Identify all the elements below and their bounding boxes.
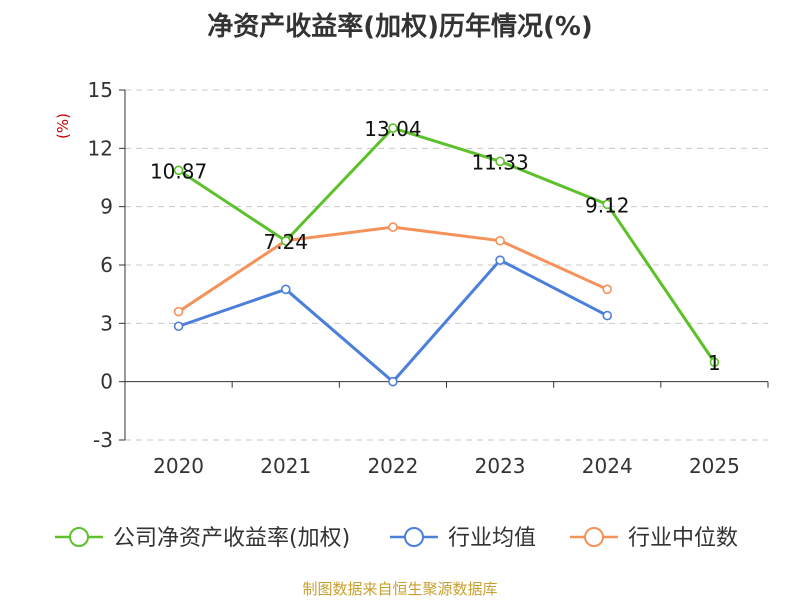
data-point (495, 255, 505, 265)
legend-label: 公司净资产收益率(加权) (113, 526, 350, 551)
y-tick-label: 9 (100, 195, 113, 219)
legend-swatch-marker (404, 527, 424, 547)
data-point (602, 310, 613, 321)
series-line (177, 225, 608, 313)
data-label: 7.24 (263, 230, 308, 254)
x-tick-label: 2024 (582, 454, 633, 478)
series-line (177, 126, 716, 364)
y-tick-label: 3 (100, 311, 113, 335)
data-label: 9.12 (585, 193, 630, 217)
series-layer (173, 123, 720, 387)
legend-swatch-marker (69, 527, 89, 547)
label-layer: 10.87 7.24 13.04 11.33 9.12 1 (150, 117, 721, 375)
data-label: 1 (708, 351, 721, 375)
grid-layer (125, 89, 768, 441)
data-point (173, 321, 184, 332)
legend-swatch-marker (584, 527, 604, 547)
y-tick-label: 0 (100, 370, 113, 394)
axis-layer: -3 0 3 6 9 12 15 2020 2021 2022 2023 2024 2025 (%) (54, 78, 769, 478)
data-point (280, 284, 291, 295)
y-tick-label: 12 (88, 136, 113, 160)
data-point (709, 357, 720, 368)
data-point (388, 222, 398, 232)
y-tick-label: -3 (93, 428, 113, 452)
x-tick-label: 2021 (260, 454, 311, 478)
series-line (178, 258, 608, 384)
data-point (388, 123, 398, 133)
y-tick-label: 15 (88, 78, 113, 102)
source-note: 制图数据来自恒生聚源数据库 (302, 580, 498, 598)
data-point (495, 156, 505, 167)
data-label: 13.04 (364, 117, 421, 141)
legend-label: 行业中位数 (628, 526, 738, 551)
data-point (388, 376, 398, 387)
data-label: 11.33 (471, 150, 528, 174)
data-point (602, 284, 613, 295)
y-tick-label: 6 (100, 253, 113, 277)
legend-layer: 公司净资产收益率(加权) 行业均值 行业中位数 (55, 526, 738, 551)
x-tick-label: 2022 (367, 454, 418, 478)
x-tick-label: 2020 (153, 454, 204, 478)
data-point (280, 236, 291, 246)
data-point (602, 199, 613, 210)
data-point (495, 235, 505, 246)
x-tick-label: 2023 (475, 454, 526, 478)
y-axis-unit-label: (%) (54, 113, 72, 139)
data-point (173, 165, 184, 176)
x-tick-label: 2025 (689, 454, 740, 478)
data-label: 10.87 (150, 159, 207, 183)
chart-title: 净资产收益率(加权)历年情况(%) (207, 12, 593, 42)
data-point (173, 306, 184, 317)
legend-label: 行业均值 (448, 526, 536, 551)
